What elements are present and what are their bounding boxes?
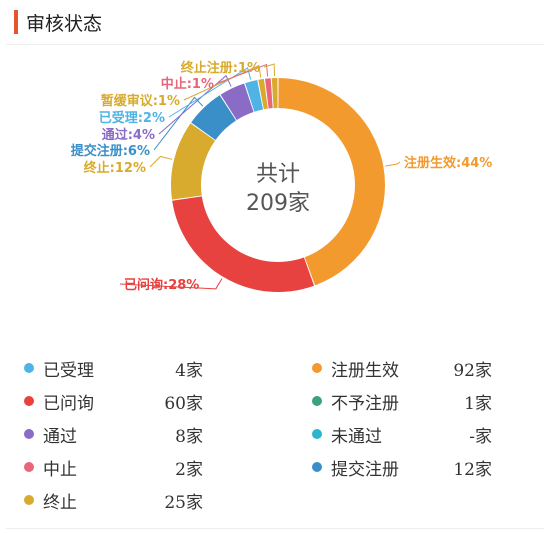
page-title: 审核状态 bbox=[26, 12, 103, 35]
leader-line bbox=[158, 74, 232, 135]
slice-label: 提交注册:6% bbox=[71, 143, 150, 159]
header-divider bbox=[6, 44, 544, 45]
pie-slice bbox=[245, 80, 264, 112]
slice-label: 终止注册:1% bbox=[181, 60, 260, 76]
pie-slice bbox=[171, 123, 216, 200]
leader-line bbox=[217, 63, 269, 84]
leader-line bbox=[385, 161, 401, 167]
pie-slice bbox=[220, 83, 254, 121]
header-accent-bar bbox=[14, 10, 18, 34]
leader-line bbox=[168, 67, 252, 118]
section-header: 审核状态 bbox=[14, 8, 534, 36]
leader-line bbox=[153, 96, 204, 151]
leader-line bbox=[119, 278, 223, 290]
leader-line bbox=[183, 64, 262, 101]
pie-slice bbox=[172, 196, 315, 292]
pie-slice bbox=[258, 78, 268, 110]
leader-line bbox=[263, 63, 276, 77]
center-total-label: 209家 bbox=[246, 191, 310, 216]
leader-line bbox=[149, 155, 173, 168]
pie-slice bbox=[191, 95, 237, 141]
slice-label: 通过:4% bbox=[102, 127, 155, 143]
slice-label: 已问询:28% bbox=[124, 277, 199, 293]
slice-label: 中止:1% bbox=[161, 76, 214, 92]
slice-label: 注册生效:44% bbox=[404, 155, 492, 171]
pie-slice bbox=[278, 78, 385, 286]
center-total-label: 共计 bbox=[256, 162, 300, 187]
bottom-divider bbox=[6, 528, 544, 529]
slice-label: 已受理:2% bbox=[99, 110, 165, 126]
pie-slice bbox=[265, 78, 273, 109]
pie-slice bbox=[271, 78, 278, 109]
slice-label: 暂缓审议:1% bbox=[101, 93, 180, 109]
slice-label: 终止:12% bbox=[84, 160, 146, 176]
